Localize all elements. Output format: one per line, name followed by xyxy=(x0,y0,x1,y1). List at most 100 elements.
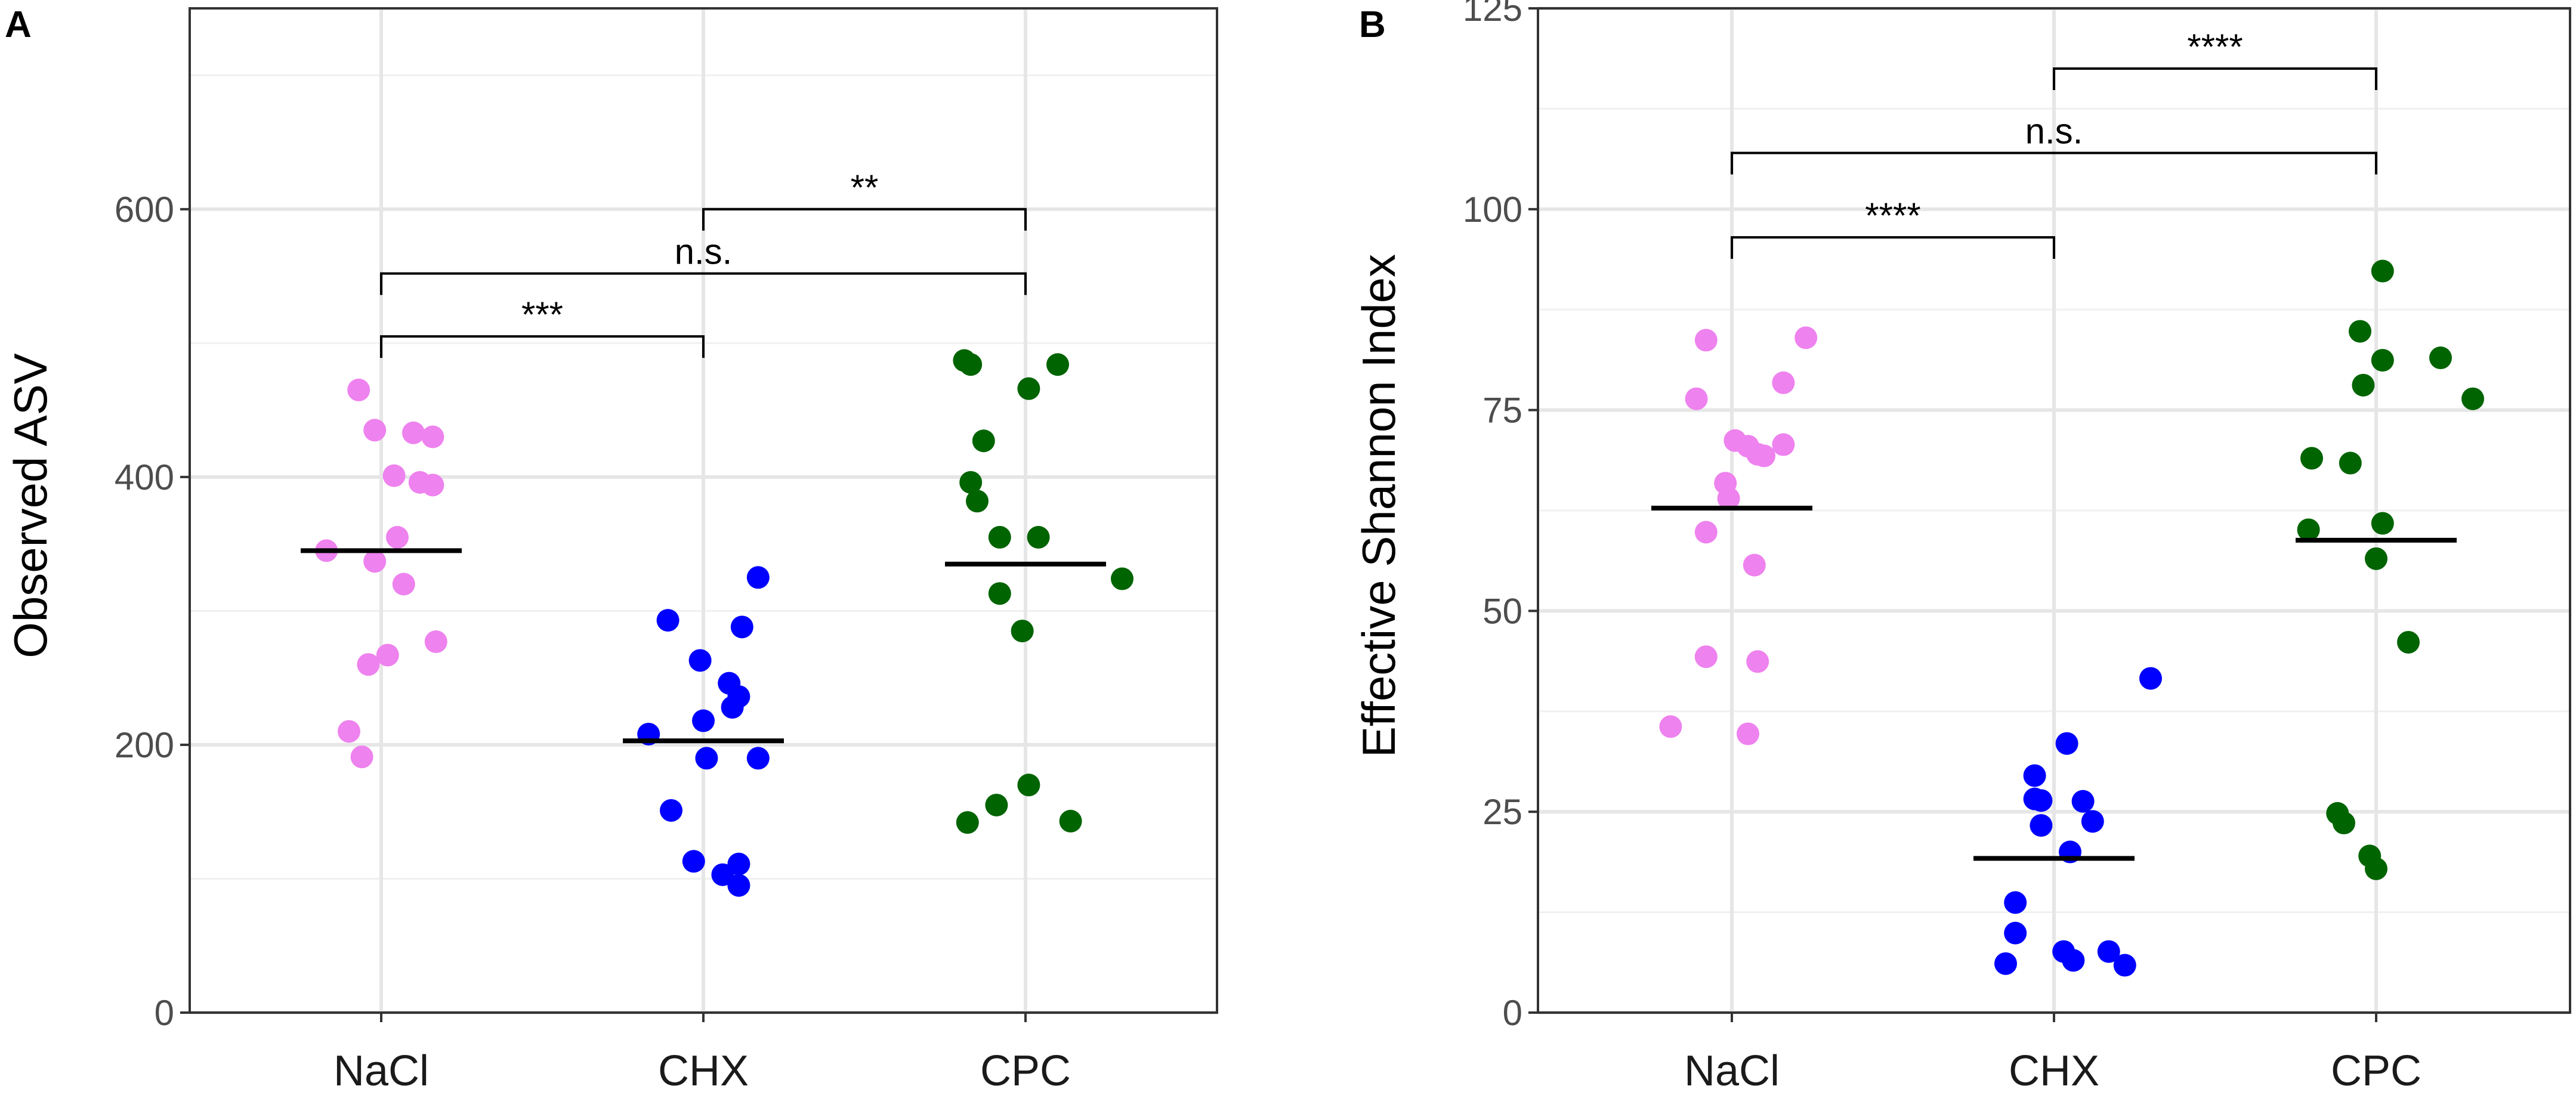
data-point-chx xyxy=(688,649,712,672)
data-point-chx xyxy=(2062,949,2085,972)
data-point-nacl xyxy=(402,421,425,444)
data-point-chx xyxy=(2004,921,2027,945)
panel-a-letter: A xyxy=(5,4,32,45)
data-point-chx xyxy=(695,747,718,770)
data-point-nacl xyxy=(1717,487,1740,510)
data-point-cpc xyxy=(2352,373,2375,397)
data-point-cpc xyxy=(2365,547,2387,570)
data-point-nacl xyxy=(1753,444,1775,468)
data-point-nacl xyxy=(1659,715,1682,738)
panel-b-letter: B xyxy=(1359,4,1386,45)
data-point-chx xyxy=(2055,732,2078,755)
data-point-nacl xyxy=(350,745,373,769)
panel-a: A Observed ASV *** n.s. ** 0 200 400 600 NaCl CH… xyxy=(4,4,1218,1095)
data-point-nacl xyxy=(1685,387,1708,410)
data-point-cpc xyxy=(2300,447,2323,470)
panel-b-plot-area: **** n.s. **** 0 25 50 75 100 125 NaCl CHX CPC xyxy=(1463,0,2571,1095)
data-point-cpc xyxy=(2429,346,2452,370)
data-point-cpc xyxy=(2397,630,2420,654)
data-point-nacl xyxy=(347,378,370,401)
data-point-chx xyxy=(721,696,744,719)
data-point-cpc xyxy=(1017,773,1040,797)
panel-a-y-tick-label: 400 xyxy=(115,457,174,497)
panel-b-y-tick-label: 25 xyxy=(1482,792,1522,832)
significance-bracket-nacl-chx xyxy=(380,335,705,358)
data-point-chx xyxy=(656,609,679,632)
data-point-chx xyxy=(746,747,770,770)
data-point-cpc xyxy=(2339,451,2362,475)
data-point-cpc xyxy=(1111,567,1133,590)
data-point-chx xyxy=(730,615,753,639)
panel-a-y-tick-label: 0 xyxy=(155,993,174,1033)
data-point-chx xyxy=(2139,667,2162,690)
panel-a-x-tick-label-chx: CHX xyxy=(658,1047,749,1095)
data-point-chx xyxy=(746,566,770,589)
panel-b-y-tick-label: 75 xyxy=(1482,391,1522,431)
data-point-nacl xyxy=(1794,326,1818,349)
data-point-cpc xyxy=(1011,620,1034,643)
data-point-chx xyxy=(692,709,715,732)
data-point-nacl xyxy=(421,425,444,448)
data-point-nacl xyxy=(357,653,380,676)
data-point-chx xyxy=(711,863,734,886)
data-point-nacl xyxy=(1694,329,1718,352)
significance-bracket-nacl-cpc xyxy=(380,272,1027,295)
data-point-cpc xyxy=(972,429,995,453)
data-point-nacl xyxy=(1743,553,1766,577)
data-point-nacl xyxy=(376,643,399,667)
data-point-chx xyxy=(682,850,705,873)
significance-bracket-nacl-chx xyxy=(1731,236,2055,259)
data-point-cpc xyxy=(2297,518,2320,541)
data-point-chx xyxy=(2097,940,2120,963)
data-point-cpc xyxy=(2461,387,2484,410)
panel-b-x-tick-label-nacl: NaCl xyxy=(1684,1047,1780,1095)
data-point-nacl xyxy=(386,525,409,549)
panel-b-y-tick-label: 0 xyxy=(1503,993,1522,1033)
data-point-nacl xyxy=(392,573,415,596)
data-point-chx xyxy=(727,874,750,897)
data-point-chx xyxy=(2081,810,2104,833)
data-point-cpc xyxy=(1046,353,1069,376)
significance-label-nacl-cpc: n.s. xyxy=(2025,111,2083,151)
panel-b-y-tick-label: 100 xyxy=(1463,190,1522,230)
data-point-cpc xyxy=(959,353,983,376)
data-point-nacl xyxy=(424,630,447,654)
data-point-cpc xyxy=(988,525,1011,549)
significance-bracket-chx-cpc xyxy=(2053,67,2377,91)
data-point-chx xyxy=(2113,954,2136,977)
data-point-cpc xyxy=(2333,812,2355,835)
data-point-nacl xyxy=(1772,433,1795,456)
significance-label-nacl-chx: *** xyxy=(521,295,563,335)
panel-b-x-tick-label-chx: CHX xyxy=(2009,1047,2099,1095)
data-point-chx xyxy=(727,852,750,875)
panel-b-y-axis-title: Effective Shannon Index xyxy=(1352,254,1405,757)
data-point-cpc xyxy=(2365,857,2387,880)
data-point-cpc xyxy=(2371,349,2394,372)
data-point-nacl xyxy=(1772,371,1795,394)
data-point-cpc xyxy=(956,811,979,834)
data-point-nacl xyxy=(1694,645,1718,669)
data-point-chx xyxy=(660,799,682,822)
data-point-chx xyxy=(2071,790,2095,813)
data-point-nacl xyxy=(421,474,444,497)
panel-a-plot-area: *** n.s. ** 0 200 400 600 NaCl CHX CPC xyxy=(115,7,1218,1095)
data-point-cpc xyxy=(959,471,983,494)
panel-a-y-tick-label: 600 xyxy=(115,190,174,230)
data-point-chx xyxy=(2030,814,2053,837)
panel-a-y-axis-title: Observed ASV xyxy=(4,353,57,658)
panel-b: B Effective Shannon Index **** n.s. **** 0 2… xyxy=(1352,0,2571,1095)
data-point-nacl xyxy=(1694,521,1718,544)
significance-bracket-chx-cpc xyxy=(702,208,1027,231)
significance-bracket-nacl-cpc xyxy=(1731,151,2377,175)
data-point-nacl xyxy=(1737,722,1759,745)
data-point-cpc xyxy=(2371,259,2394,283)
panel-b-y-tick-label: 125 xyxy=(1463,0,1522,29)
significance-label-nacl-cpc: n.s. xyxy=(675,232,733,272)
significance-label-nacl-chx: **** xyxy=(1865,196,1920,236)
data-point-cpc xyxy=(988,582,1011,605)
data-point-nacl xyxy=(338,720,360,743)
significance-label-chx-cpc: ** xyxy=(851,168,879,208)
data-point-cpc xyxy=(1017,377,1040,400)
data-point-cpc xyxy=(1059,809,1082,833)
data-point-chx xyxy=(2023,764,2046,787)
